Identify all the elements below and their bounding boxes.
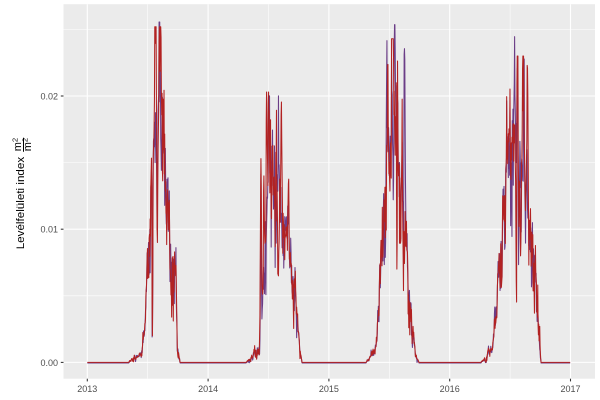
svg-text:0.01: 0.01 — [40, 225, 58, 235]
svg-text:0.00: 0.00 — [40, 358, 58, 368]
svg-text:0.02: 0.02 — [40, 91, 58, 101]
svg-text:Levélfelületi index: Levélfelületi index — [15, 156, 27, 249]
svg-text:2016: 2016 — [440, 384, 460, 394]
svg-text:2015: 2015 — [319, 384, 339, 394]
svg-text:2017: 2017 — [560, 384, 580, 394]
svg-text:2014: 2014 — [198, 384, 218, 394]
svg-text:2013: 2013 — [77, 384, 97, 394]
